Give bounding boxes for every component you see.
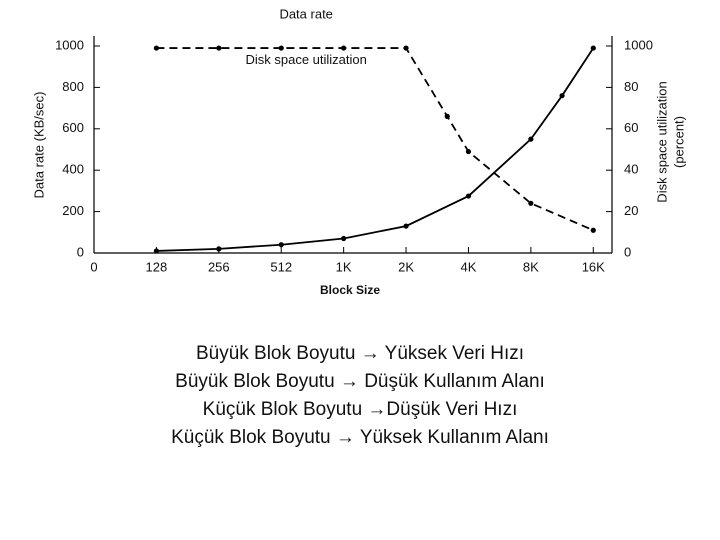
y2-tick-label: 20 (624, 203, 638, 218)
data-point (559, 93, 565, 99)
x-tick-label: 8K (523, 259, 539, 274)
x-tick-label: 2K (398, 259, 414, 274)
data-point (590, 227, 596, 233)
y2-tick-label: 0 (624, 244, 631, 259)
note-line: Küçük Blok Boyutu →Düşük Veri Hızı (202, 399, 518, 420)
series-line (156, 47, 594, 232)
x-tick-label: 16K (582, 259, 605, 274)
y2-tick-label: 80 (624, 79, 638, 94)
data-point (465, 193, 472, 199)
annotation: Disk space utilization (245, 52, 366, 67)
y-tick-label: 800 (62, 79, 84, 94)
data-point (341, 235, 347, 242)
data-point (444, 113, 450, 119)
y-axis-title: Data rate (KB/sec) (31, 92, 46, 199)
data-point (403, 223, 409, 229)
data-point (590, 45, 596, 51)
y2-tick-label: 1000 (624, 37, 653, 52)
data-point (278, 242, 284, 248)
x-tick-label: 4K (461, 259, 477, 274)
y-tick-label: 0 (77, 244, 84, 259)
data-point (465, 148, 472, 155)
note-line: Büyük Blok Boyutu → Yüksek Veri Hızı (195, 343, 525, 364)
x-tick-label: 128 (146, 259, 168, 274)
data-point (341, 45, 347, 51)
data-point (403, 45, 409, 51)
x-axis-title: Block Size (320, 283, 380, 297)
notes: Büyük Blok Boyutu → Yüksek Veri Hızı Büy… (0, 340, 720, 452)
y-tick-label: 400 (62, 162, 84, 177)
data-point (216, 246, 222, 252)
y2-tick-label: 40 (624, 162, 638, 177)
data-point (278, 45, 284, 51)
note-line: Büyük Blok Boyutu → Düşük Kullanım Alanı (175, 371, 545, 392)
y-tick-label: 1000 (55, 37, 84, 52)
x-tick-label: 256 (208, 259, 230, 274)
x-tick-label: 1K (336, 259, 352, 274)
y-tick-label: 600 (62, 120, 84, 135)
y2-tick-label: 60 (624, 120, 638, 135)
x-tick-label: 0 (90, 259, 97, 274)
y-tick-label: 200 (62, 203, 84, 218)
data-point (153, 45, 160, 51)
y2-axis-title: (percent) (671, 116, 686, 168)
chart: Block Size Data rate (KB/sec) Disk space… (31, 6, 686, 297)
series-line (156, 47, 595, 252)
note-line: Küçük Blok Boyutu → Yüksek Kullanım Alan… (171, 427, 549, 448)
annotation: Data rate (279, 6, 332, 21)
data-point (153, 248, 160, 254)
data-point (528, 136, 534, 142)
data-point (216, 45, 222, 51)
y2-axis-title: Disk space utilization (654, 81, 669, 202)
x-tick-label: 512 (270, 259, 292, 274)
data-point (528, 200, 534, 206)
